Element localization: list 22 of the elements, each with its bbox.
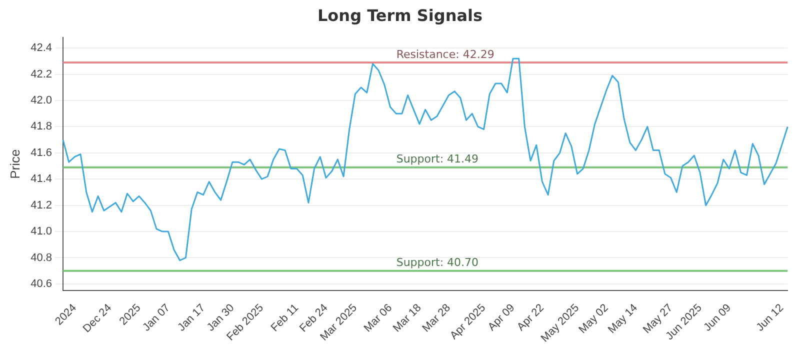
y-tick-label: 41.2: [30, 199, 52, 212]
y-tick-label: 41.4: [30, 173, 52, 186]
x-tick-label: Jan 07: [140, 302, 172, 334]
y-tick-label: 41.0: [30, 226, 52, 238]
x-tick-label: Jan 17: [176, 302, 208, 334]
y-axis-title: Price: [7, 149, 22, 179]
y-tick-label: 42.4: [30, 42, 52, 54]
y-tick-label: 42.0: [30, 94, 52, 107]
y-tick-label: 40.8: [30, 252, 52, 264]
x-tick-label: Apr 22: [515, 302, 546, 334]
ref-line-label: Support: 41.49: [396, 152, 479, 166]
y-tick-label: 40.6: [30, 278, 52, 290]
ref-line-label: Resistance: 42.29: [396, 48, 494, 61]
ref-line-label: Support: 40.70: [396, 256, 479, 270]
x-tick-label: Dec 24: [80, 302, 114, 336]
x-tick-label: Apr 09: [486, 302, 518, 334]
x-tick-label: Jun 12: [754, 302, 786, 334]
y-tick-label: 41.6: [30, 146, 52, 159]
chart-title: Long Term Signals: [316, 6, 484, 27]
x-tick-label: Jun 09: [702, 302, 734, 334]
y-tick-label: 42.2: [30, 68, 52, 80]
y-tick-label: 41.8: [30, 120, 52, 133]
